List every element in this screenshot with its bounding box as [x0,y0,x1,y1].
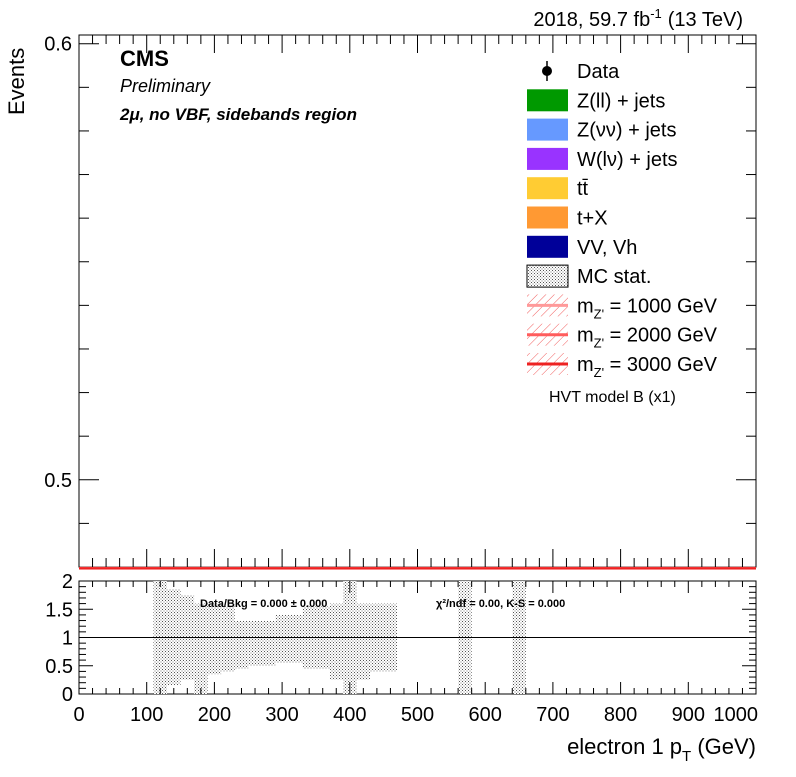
upper-y-axis-label: Events [4,48,29,115]
legend-label-sub: Z' [594,336,604,351]
mc-stat-band [275,614,303,663]
upper-y-tick-label: 0.6 [44,34,72,56]
ratio-y-tick-label: 1.5 [45,599,73,621]
ratio-y-tick-label: 0.5 [45,656,73,678]
legend-label: MC stat. [577,266,651,288]
x-axis-label: electron 1 pT (GeV) [567,734,756,765]
mc-stat-band [221,606,235,672]
model-label: HVT model B (x1) [549,389,676,406]
x-tick-label: 700 [536,704,569,726]
legend-label-sub: Z' [594,306,604,321]
legend-swatch [527,177,568,200]
legend: Data Z(ll) + jets Z(νν) + jets W(lν) + jets… [526,61,718,380]
preliminary-label: Preliminary [120,76,211,96]
legend-label-rest: = 3000 GeV [604,354,718,376]
x-tick-label: 0 [73,704,84,726]
legend-label: mZ' = 1000 GeV [577,295,718,321]
ratio-summary-text: Data/Bkg = 0.000 ± 0.000 [200,598,327,610]
legend-label-main: m [577,325,594,347]
lumi-label: 2018, 59.7 fb-1 (13 TeV) [533,6,743,31]
mc-stat-band [207,603,222,675]
legend-swatch-mcstat [526,264,569,288]
ratio-y-axis: 0 0.5 1 1.5 2 [45,571,756,706]
mc-stat-band [194,603,208,694]
mc-stat-band [329,603,344,680]
x-tick-label: 400 [333,704,366,726]
mc-stat-band [234,620,249,669]
ratio-y-tick-label: 2 [62,571,73,593]
legend-label: t+X [577,208,608,230]
legend-label: Data [577,61,620,83]
x-tick-label: 900 [672,704,705,726]
legend-label-main: m [577,295,594,317]
region-label: 2μ, no VBF, sidebands region [119,105,357,124]
legend-label: Z(νν) + jets [577,120,676,142]
ratio-stats-text: χ²/ndf = 0.00, K-S = 0.000 [436,598,565,610]
legend-label: Z(ll) + jets [577,90,665,112]
legend-label: tt̄ [577,178,589,200]
legend-label-main: m [577,354,594,376]
legend-swatch [527,206,568,229]
legend-label: mZ' = 2000 GeV [577,325,718,351]
ratio-y-tick-label: 0 [62,684,73,706]
mc-stat-band [356,603,371,680]
x-tick-label: 600 [469,704,502,726]
x-axis: 0 100 200 300 400 500 600 700 800 900 1000 [73,35,758,726]
legend-label: mZ' = 3000 GeV [577,354,718,380]
x-tick-label: 300 [265,704,298,726]
legend-swatch [527,89,568,112]
legend-label: VV, Vh [577,237,637,259]
upper-y-tick-label: 0.5 [44,470,72,492]
legend-label: W(lν) + jets [577,149,678,171]
x-tick-label: 800 [604,704,637,726]
ratio-y-tick-label: 1 [62,628,73,650]
mc-stat-band [248,620,276,666]
cms-label: CMS [120,46,169,71]
legend-label-rest: = 2000 GeV [604,325,718,347]
x-tick-label: 100 [130,704,163,726]
legend-swatch [527,118,568,141]
x-tick-label: 500 [401,704,434,726]
legend-swatch [527,147,568,170]
x-tick-label: 200 [198,704,231,726]
x-tick-label: 1000 [714,704,759,726]
legend-label-rest: = 1000 GeV [604,295,718,317]
legend-data-marker [542,66,552,76]
legend-label-sub: Z' [594,365,604,380]
legend-swatch [527,235,568,258]
upper-y-axis: 0.5 0.6 [44,34,756,524]
